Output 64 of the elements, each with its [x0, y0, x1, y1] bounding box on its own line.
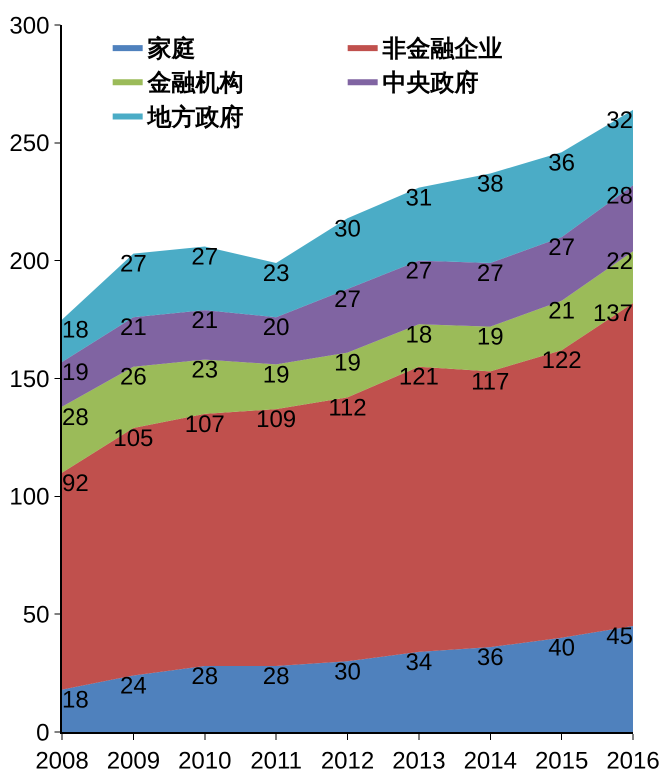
data-label: 112	[328, 394, 367, 422]
data-label: 31	[406, 184, 432, 212]
x-tick-label: 2010	[178, 748, 232, 775]
y-tick-label: 50	[22, 602, 50, 629]
data-label: 27	[191, 244, 218, 271]
x-tick-label: 2012	[320, 748, 374, 775]
data-label: 28	[262, 663, 290, 690]
y-tick-label: 0	[36, 719, 50, 746]
legend-label: 地方政府	[146, 102, 244, 131]
y-tick-label: 250	[9, 130, 50, 158]
x-tick-label: 2014	[464, 748, 517, 775]
data-label: 19	[262, 361, 290, 388]
data-label: 109	[256, 406, 296, 434]
data-label: 28	[606, 182, 633, 210]
x-tick-label: 2009	[106, 748, 160, 775]
legend-label: 非金融企业	[382, 34, 503, 62]
data-label: 23	[262, 260, 290, 288]
data-label: 36	[476, 644, 504, 672]
data-label: 20	[262, 314, 290, 342]
x-tick-label: 2008	[35, 748, 89, 775]
data-label: 21	[191, 307, 218, 334]
data-label: 45	[606, 622, 633, 650]
y-tick-label: 300	[9, 12, 50, 40]
data-label: 30	[334, 215, 361, 242]
x-tick-label: 2011	[250, 748, 302, 775]
data-label: 27	[406, 258, 432, 285]
data-label: 34	[406, 648, 432, 676]
legend-label: 中央政府	[382, 68, 479, 97]
x-tick-label: 2013	[392, 748, 446, 775]
data-label: 22	[606, 248, 633, 276]
data-label: 19	[62, 359, 89, 386]
data-label: 107	[184, 410, 225, 438]
data-label: 19	[476, 324, 504, 351]
data-label: 40	[548, 634, 575, 662]
data-label: 92	[62, 470, 89, 497]
data-label: 36	[548, 149, 575, 176]
data-label: 19	[334, 350, 361, 377]
data-label: 21	[120, 314, 147, 342]
x-tick-label: 2016	[606, 748, 660, 775]
data-label: 26	[120, 364, 147, 391]
y-tick-label: 100	[9, 484, 50, 511]
data-label: 105	[113, 424, 154, 452]
y-tick-label: 200	[9, 248, 50, 276]
data-label: 121	[398, 364, 439, 391]
data-label: 28	[62, 404, 89, 431]
data-label: 24	[120, 672, 147, 700]
y-tick-label: 150	[9, 366, 50, 393]
data-label: 27	[334, 286, 361, 313]
data-label: 38	[476, 170, 504, 198]
data-label: 27	[548, 234, 575, 262]
data-label: 18	[62, 686, 89, 714]
legend-label: 金融机构	[146, 68, 244, 97]
data-label: 23	[191, 356, 218, 384]
data-label: 21	[548, 298, 575, 325]
data-label: 27	[120, 250, 147, 278]
data-label: 18	[62, 316, 89, 344]
data-label: 122	[542, 347, 582, 374]
data-label: 28	[191, 663, 218, 690]
data-label: 18	[406, 321, 432, 348]
data-label: 117	[471, 368, 510, 396]
legend-label: 家庭	[146, 34, 196, 62]
data-label: 27	[476, 260, 504, 288]
data-label: 30	[334, 658, 361, 686]
x-tick-label: 2015	[534, 748, 588, 775]
